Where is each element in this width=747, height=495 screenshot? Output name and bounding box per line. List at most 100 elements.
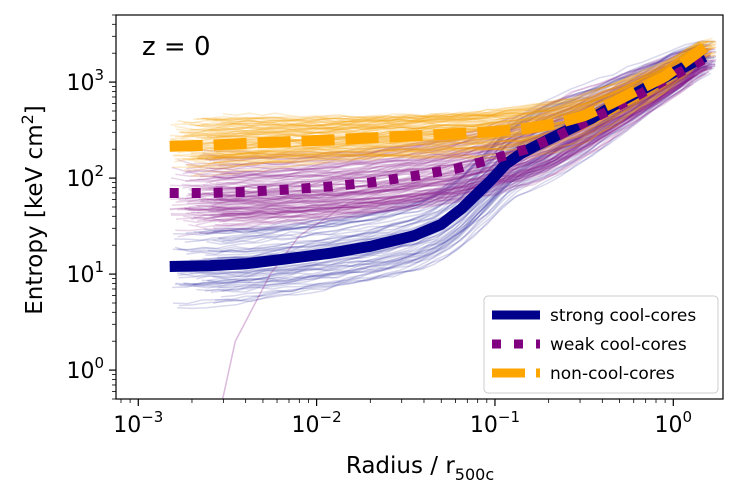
legend-label-strong-cool-cores: strong cool-cores xyxy=(550,306,696,326)
cluster-profile-1 xyxy=(199,62,701,274)
cluster-profile-157 xyxy=(189,52,708,192)
cluster-profile-110 xyxy=(210,64,704,201)
cluster-profile-19 xyxy=(189,70,697,275)
cluster-profile-171 xyxy=(177,67,712,238)
cluster-profile-45 xyxy=(207,66,711,283)
cluster-profile-49 xyxy=(182,78,691,286)
cluster-profile-85 xyxy=(183,74,689,219)
cluster-profile-218 xyxy=(187,50,717,168)
cluster-profile-35 xyxy=(204,49,709,263)
cluster-profile-181 xyxy=(200,65,710,206)
cluster-profile-220 xyxy=(207,40,715,138)
y-tick-label-3: 103 xyxy=(66,66,104,96)
cluster-profile-186 xyxy=(205,47,700,184)
cluster-profile-167 xyxy=(190,54,694,156)
cluster-profile-145 xyxy=(209,73,704,219)
y-tick-label-2: 102 xyxy=(66,162,104,192)
cluster-profile-51 xyxy=(210,63,713,293)
cluster-profile-147 xyxy=(194,51,705,198)
cluster-profile-89 xyxy=(188,75,695,229)
cluster-profile-133 xyxy=(220,79,689,216)
y-tick-label-0: 100 xyxy=(66,354,104,384)
cluster-profile-30 xyxy=(177,65,712,310)
cluster-profile-149 xyxy=(208,55,692,187)
cluster-profile-262 xyxy=(174,57,702,158)
cluster-profile-280 xyxy=(191,59,698,159)
cluster-profile-143 xyxy=(183,72,699,223)
cluster-profile-43 xyxy=(218,62,716,289)
cluster-profile-46 xyxy=(205,51,692,235)
cluster-profile-91 xyxy=(212,74,695,228)
cluster-profile-162 xyxy=(209,64,716,222)
cluster-profile-261 xyxy=(178,46,701,134)
cluster-profile-94 xyxy=(197,68,706,215)
cluster-profile-243 xyxy=(206,37,713,137)
cluster-profile-37 xyxy=(206,67,715,283)
cluster-profile-12 xyxy=(215,71,690,302)
legend: strong cool-cores weak cool-cores non-co… xyxy=(483,295,719,394)
cluster-profile-20 xyxy=(184,40,700,243)
legend-label-weak-cool-cores: weak cool-cores xyxy=(550,335,687,355)
cluster-profile-57 xyxy=(179,67,700,288)
cluster-profile-257 xyxy=(201,42,699,140)
cluster-profile-197 xyxy=(208,40,717,131)
cluster-profile-244 xyxy=(217,50,696,148)
y-axis-title: Entropy [keV cm2] xyxy=(18,105,48,315)
x-tick-label-2: 10−1 xyxy=(470,408,520,438)
y-axis-title-main: Entropy [keV cm xyxy=(22,124,48,314)
cluster-profile-150 xyxy=(212,65,713,219)
cluster-profile-175 xyxy=(203,64,709,222)
cluster-profile-178 xyxy=(187,63,716,203)
cluster-profile-275 xyxy=(201,40,716,121)
cluster-profile-288 xyxy=(189,41,701,131)
x-tick-label-0: 10−3 xyxy=(113,408,163,438)
cluster-profile-174 xyxy=(171,67,699,206)
cluster-profile-212 xyxy=(189,57,707,159)
cluster-profile-125 xyxy=(204,45,703,161)
cluster-profile-183 xyxy=(208,48,716,162)
cluster-profile-193 xyxy=(209,48,694,131)
cluster-profile-40 xyxy=(209,50,716,262)
x-tick-label-3: 100 xyxy=(655,408,693,438)
cluster-profile-77 xyxy=(216,59,713,199)
cluster-profile-108 xyxy=(196,80,694,223)
cluster-profile-236 xyxy=(220,47,698,125)
cluster-profile-28 xyxy=(185,43,704,234)
cluster-profile-92 xyxy=(218,66,709,216)
cluster-profile-116 xyxy=(208,64,716,215)
cluster-profile-153 xyxy=(181,59,716,189)
cluster-profile-258 xyxy=(177,52,711,154)
cluster-profile-259 xyxy=(201,50,689,126)
cluster-profile-164 xyxy=(175,62,713,204)
cluster-profile-58 xyxy=(206,43,712,245)
cluster-profile-136 xyxy=(184,68,708,213)
cluster-profile-227 xyxy=(202,41,708,132)
cluster-profile-16 xyxy=(221,65,707,293)
cluster-profile-2 xyxy=(212,40,716,232)
cluster-profile-140 xyxy=(189,47,715,181)
cluster-profile-95 xyxy=(211,70,709,217)
cluster-profile-250 xyxy=(216,46,699,129)
cluster-profile-121 xyxy=(214,62,708,199)
cluster-profile-0 xyxy=(199,42,701,235)
cluster-profile-209 xyxy=(185,65,690,168)
cluster-profile-169 xyxy=(213,75,695,204)
cluster-profile-50 xyxy=(204,83,691,293)
cluster-profile-185 xyxy=(205,48,713,171)
cluster-profile-101 xyxy=(197,47,709,162)
cluster-profile-201 xyxy=(215,43,698,139)
cluster-profile-122 xyxy=(222,78,693,226)
cluster-profile-103 xyxy=(208,52,703,190)
cluster-profile-176 xyxy=(222,79,689,216)
cluster-profile-31 xyxy=(174,54,695,242)
cluster-profile-15 xyxy=(191,47,710,264)
cluster-profile-100 xyxy=(188,62,711,208)
cluster-profile-8 xyxy=(196,76,692,292)
cluster-profile-137 xyxy=(216,52,702,184)
cluster-profile-88 xyxy=(198,74,699,210)
cluster-profile-104 xyxy=(186,62,703,197)
y-axis-title-superscript: 2 xyxy=(18,114,37,124)
cluster-profile-187 xyxy=(180,76,690,212)
cluster-profile-5 xyxy=(175,72,711,289)
